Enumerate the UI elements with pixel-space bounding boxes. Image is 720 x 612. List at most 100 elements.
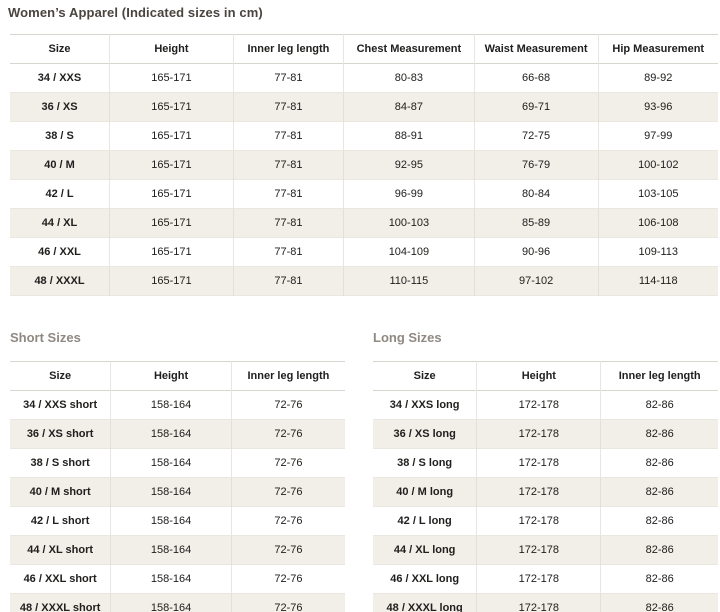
column-header: Inner leg length — [230, 361, 345, 391]
value-cell: 172-178 — [476, 390, 601, 420]
value-cell: 97-99 — [597, 121, 718, 151]
table-row: 42 / L 165-171 77-81 96-99 80-84 103-105 — [10, 179, 718, 209]
short-sizes-section: Short Sizes Size Height Inner leg length 34… — [10, 330, 345, 612]
table-row: 48 / XXXL 165-171 77-81 110-115 97-102 114-11… — [10, 266, 718, 296]
size-cell: 38 / S long — [397, 457, 453, 469]
value-cell: 109-113 — [597, 237, 718, 267]
value-cell: 72-76 — [230, 448, 345, 478]
size-cell: 34 / XXS long — [389, 399, 460, 411]
size-cell: 36 / XS — [41, 101, 78, 113]
value-cell: 77-81 — [232, 92, 344, 122]
table-row: 42 / L long 172-178 82-86 — [373, 506, 718, 536]
size-cell: 44 / XL short — [27, 544, 94, 556]
value-cell: 106-108 — [597, 208, 718, 238]
table-row: 46 / XXL 165-171 77-81 104-109 90-96 109-113 — [10, 237, 718, 267]
column-header: Size — [48, 43, 71, 55]
value-cell: 66-68 — [473, 63, 598, 93]
table-row: 46 / XXL long 172-178 82-86 — [373, 564, 718, 594]
value-cell: 77-81 — [232, 179, 344, 209]
size-cell: 42 / L — [45, 188, 74, 200]
table-row: 40 / M long 172-178 82-86 — [373, 477, 718, 507]
short-sizes-table: Size Height Inner leg length 34 / XXS short… — [10, 361, 345, 612]
table-row: 34 / XXS 165-171 77-81 80-83 66-68 89-92 — [10, 63, 718, 93]
value-cell: 172-178 — [476, 535, 601, 565]
column-header: Height — [476, 361, 601, 391]
short-sizes-heading: Short Sizes — [10, 330, 81, 345]
value-cell: 72-76 — [230, 535, 345, 565]
value-cell: 165-171 — [109, 150, 234, 180]
value-cell: 165-171 — [109, 208, 234, 238]
value-cell: 104-109 — [343, 237, 475, 267]
value-cell: 172-178 — [476, 419, 601, 449]
value-cell: 93-96 — [597, 92, 718, 122]
value-cell: 77-81 — [232, 208, 344, 238]
column-header: Size — [413, 370, 436, 382]
table-row: 34 / XXS long 172-178 82-86 — [373, 390, 718, 420]
size-cell: 40 / M long — [396, 486, 454, 498]
table-row: 44 / XL short 158-164 72-76 — [10, 535, 345, 565]
value-cell: 172-178 — [476, 506, 601, 536]
size-cell: 48 / XXXL short — [19, 602, 101, 612]
column-header: Height — [109, 34, 234, 64]
size-cell: 46 / XXL long — [390, 573, 460, 585]
column-header: Chest Measurement — [343, 34, 475, 64]
value-cell: 165-171 — [109, 266, 234, 296]
size-cell: 42 / L short — [30, 515, 90, 527]
long-sizes-section: Long Sizes Size Height Inner leg length 34 … — [373, 330, 718, 612]
size-cell: 48 / XXXL long — [386, 602, 463, 612]
value-cell: 165-171 — [109, 179, 234, 209]
short-long-sections: Short Sizes Size Height Inner leg length 34… — [10, 330, 718, 612]
value-cell: 72-76 — [230, 390, 345, 420]
value-cell: 69-71 — [473, 92, 598, 122]
value-cell: 100-102 — [597, 150, 718, 180]
value-cell: 84-87 — [343, 92, 475, 122]
value-cell: 89-92 — [597, 63, 718, 93]
value-cell: 158-164 — [110, 506, 232, 536]
header-row: Size Height Inner leg length — [373, 361, 718, 391]
table-row: 38 / S short 158-164 72-76 — [10, 448, 345, 478]
column-header: Inner leg length — [232, 34, 344, 64]
value-cell: 158-164 — [110, 564, 232, 594]
value-cell: 96-99 — [343, 179, 475, 209]
value-cell: 110-115 — [343, 266, 475, 296]
value-cell: 158-164 — [110, 390, 232, 420]
page-title: Women’s Apparel (Indicated sizes in cm) — [8, 5, 263, 20]
value-cell: 172-178 — [476, 448, 601, 478]
value-cell: 82-86 — [600, 506, 718, 536]
value-cell: 172-178 — [476, 564, 601, 594]
size-cell: 46 / XXL short — [23, 573, 97, 585]
value-cell: 158-164 — [110, 593, 232, 612]
size-cell: 42 / L long — [397, 515, 452, 527]
value-cell: 72-76 — [230, 506, 345, 536]
table-row: 38 / S long 172-178 82-86 — [373, 448, 718, 478]
column-header: Size — [49, 370, 72, 382]
value-cell: 82-86 — [600, 448, 718, 478]
header-row: Size Height Inner leg length Chest Measurem… — [10, 34, 718, 64]
size-cell: 38 / S short — [30, 457, 90, 469]
value-cell: 90-96 — [473, 237, 598, 267]
value-cell: 72-76 — [230, 564, 345, 594]
value-cell: 88-91 — [343, 121, 475, 151]
value-cell: 172-178 — [476, 593, 601, 612]
value-cell: 77-81 — [232, 63, 344, 93]
long-sizes-table: Size Height Inner leg length 34 / XXS long 1… — [373, 361, 718, 612]
value-cell: 158-164 — [110, 419, 232, 449]
main-size-table-section: Size Height Inner leg length Chest Measurem… — [10, 34, 718, 296]
size-cell: 38 / S — [45, 130, 74, 142]
value-cell: 72-75 — [473, 121, 598, 151]
table-row: 46 / XXL short 158-164 72-76 — [10, 564, 345, 594]
value-cell: 158-164 — [110, 535, 232, 565]
table-row: 36 / XS long 172-178 82-86 — [373, 419, 718, 449]
value-cell: 158-164 — [110, 477, 232, 507]
column-header: Height — [110, 361, 232, 391]
table-row: 36 / XS short 158-164 72-76 — [10, 419, 345, 449]
size-cell: 40 / M short — [29, 486, 91, 498]
value-cell: 72-76 — [230, 419, 345, 449]
value-cell: 92-95 — [343, 150, 475, 180]
table-row: 44 / XL long 172-178 82-86 — [373, 535, 718, 565]
value-cell: 72-76 — [230, 593, 345, 612]
table-row: 38 / S 165-171 77-81 88-91 72-75 97-99 — [10, 121, 718, 151]
value-cell: 103-105 — [597, 179, 718, 209]
value-cell: 114-118 — [597, 266, 718, 296]
